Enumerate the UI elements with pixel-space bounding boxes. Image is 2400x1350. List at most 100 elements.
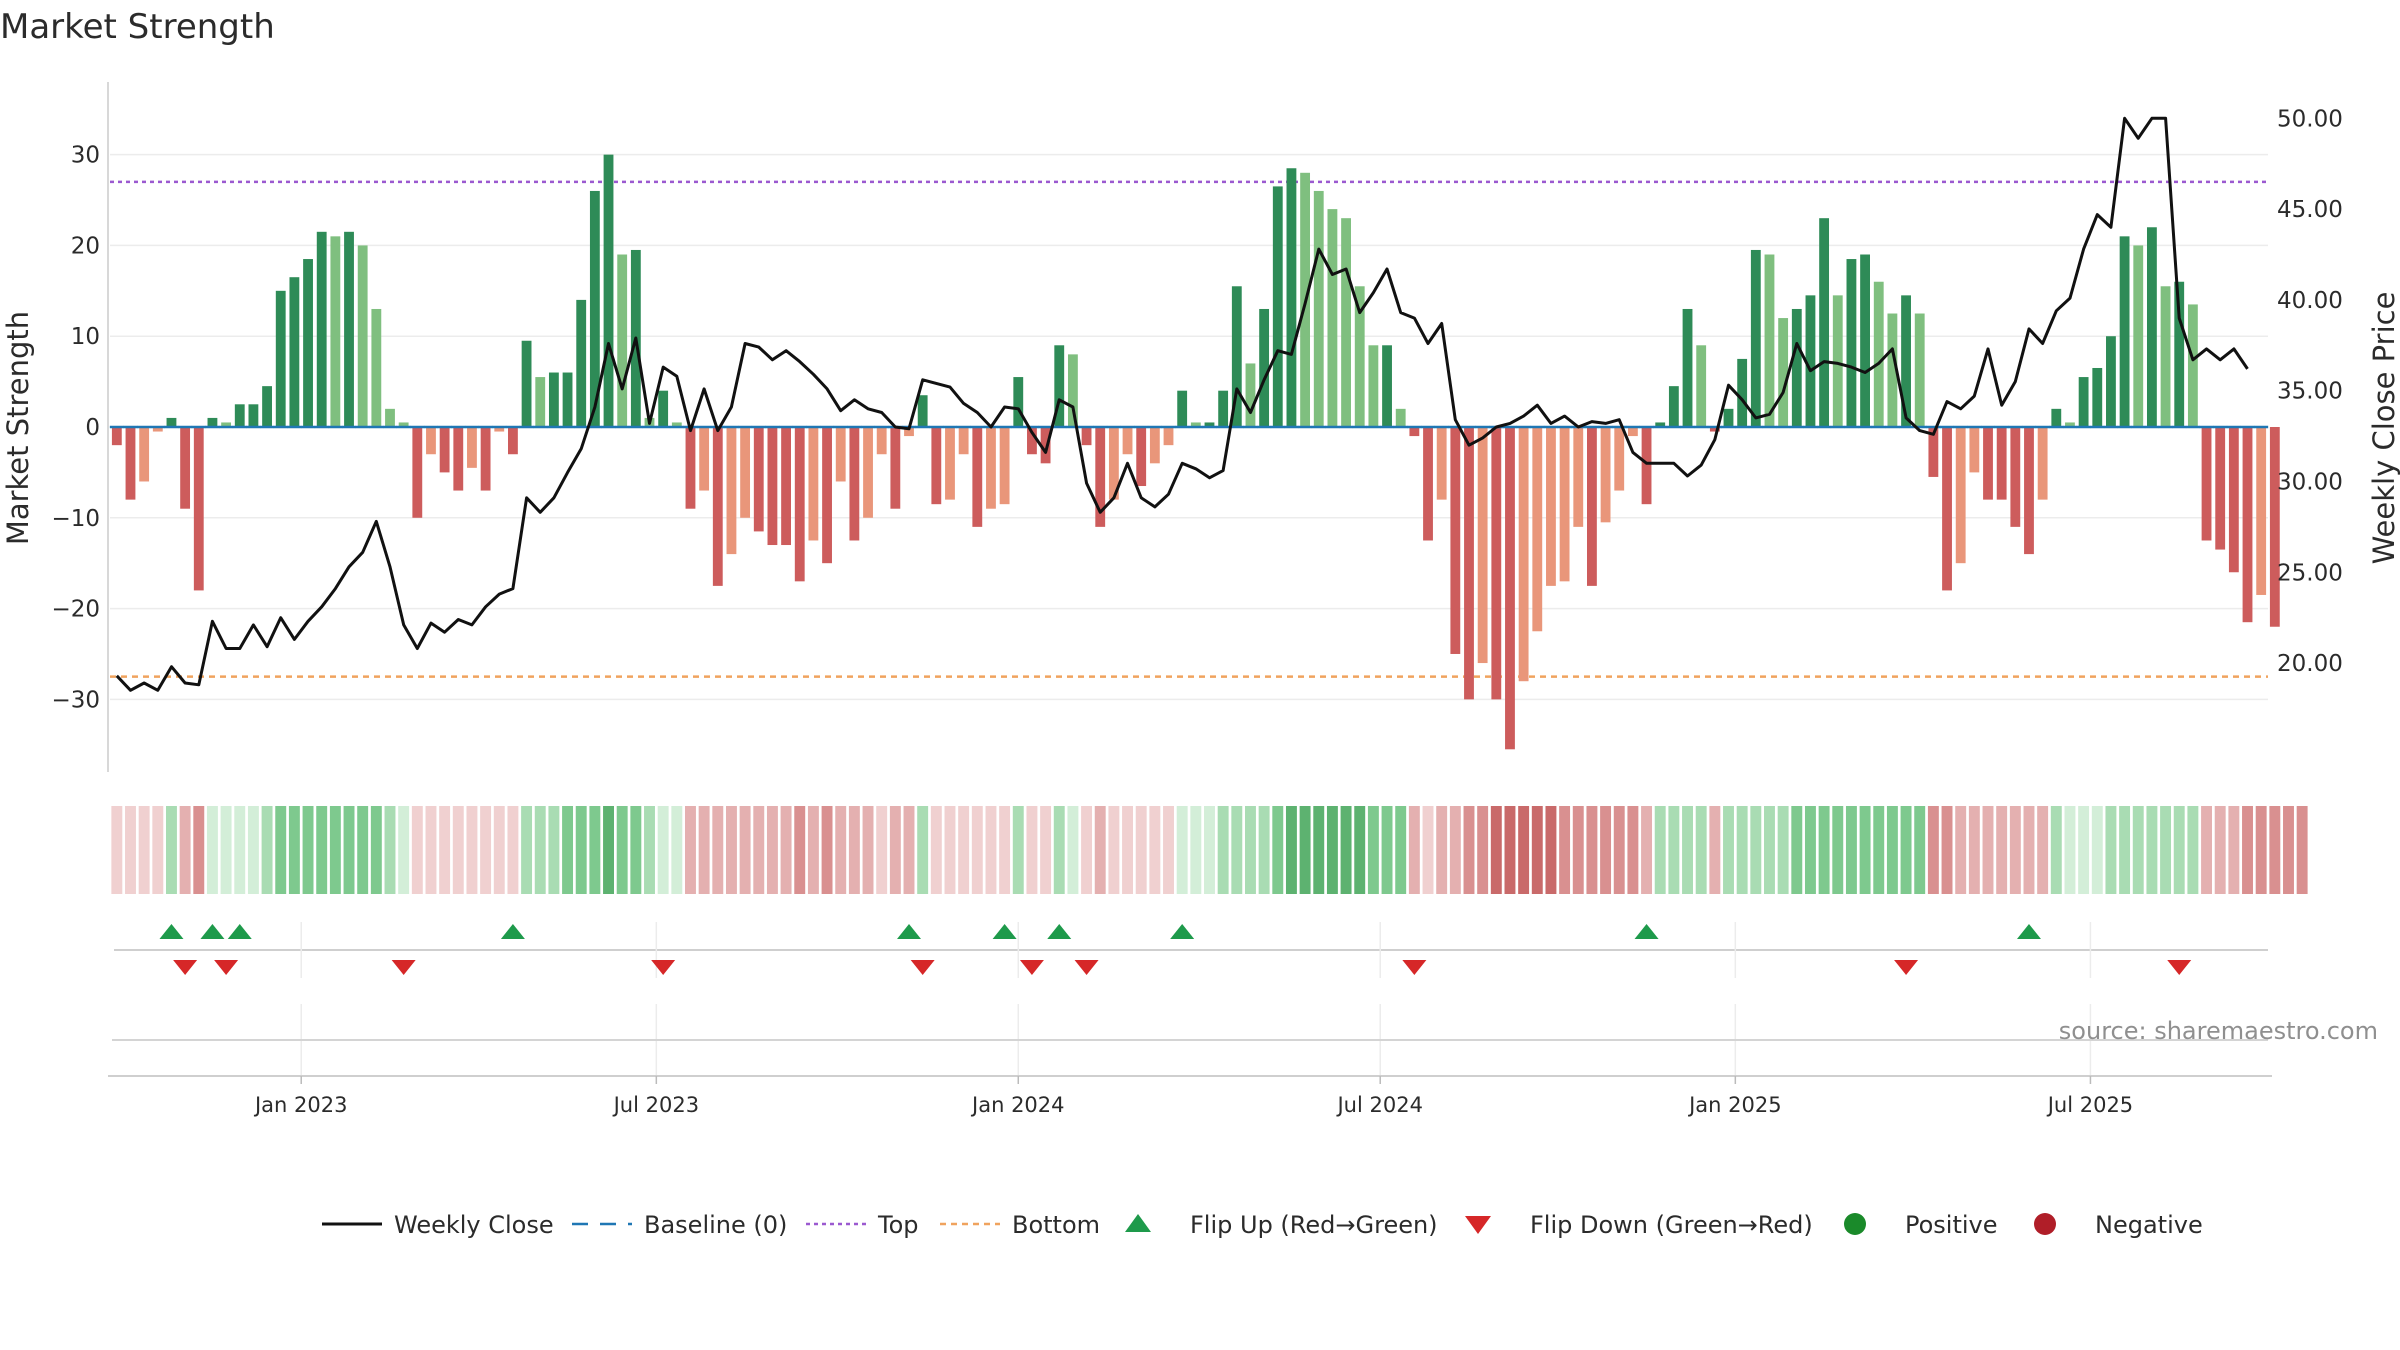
- strength-bar: [1409, 427, 1420, 437]
- heat-cell: [111, 806, 123, 894]
- heat-cell: [398, 806, 410, 894]
- strength-bar: [535, 377, 546, 427]
- strength-bar: [2024, 427, 2034, 555]
- left-tick-label: −30: [51, 687, 100, 713]
- strength-bar: [426, 427, 436, 455]
- strength-bar: [234, 404, 245, 427]
- legend-item: Weekly Close: [322, 1211, 554, 1239]
- heat-cell: [179, 806, 191, 894]
- heat-cell: [165, 806, 177, 894]
- legend-swatch-flip-down-icon: [1465, 1216, 1491, 1234]
- strength-bar: [1204, 422, 1215, 427]
- heat-cell: [2064, 806, 2076, 894]
- heat-cell: [1163, 806, 1174, 894]
- heat-cell: [247, 806, 259, 894]
- strength-bar: [1614, 427, 1625, 491]
- strength-bar: [1778, 318, 1789, 427]
- heat-cell: [685, 806, 696, 894]
- heat-cell: [357, 806, 369, 894]
- heat-cell: [1285, 806, 1297, 894]
- strength-bar: [2174, 281, 2185, 427]
- heat-cell: [425, 806, 437, 894]
- strength-bar: [1682, 308, 1693, 427]
- heat-cell: [493, 806, 505, 894]
- heat-cell: [958, 806, 970, 894]
- date-tick-label: Jul 2024: [1335, 1093, 1422, 1117]
- left-tick-label: −10: [51, 506, 100, 532]
- strength-bar: [1600, 427, 1611, 523]
- heat-cell: [2105, 806, 2117, 894]
- strength-bar: [1791, 308, 1802, 427]
- strength-bar: [712, 427, 723, 586]
- heat-cell: [917, 806, 929, 894]
- strength-bar: [330, 236, 341, 427]
- strength-bar: [289, 277, 300, 427]
- heat-cell: [1326, 806, 1338, 894]
- flip-up-marker: [200, 924, 225, 939]
- strength-bar: [1587, 427, 1597, 586]
- strength-bar: [1354, 286, 1365, 427]
- strength-bar: [2256, 427, 2267, 595]
- strength-bar: [2160, 286, 2171, 427]
- date-tick-label: Jul 2025: [2046, 1093, 2133, 1117]
- strength-bar: [1368, 345, 1379, 427]
- strength-bar: [453, 427, 464, 491]
- strength-bar: [1655, 422, 1666, 427]
- heat-cell: [889, 806, 901, 894]
- strength-bar: [835, 427, 846, 482]
- strength-bar: [521, 340, 532, 427]
- weekly-close-line: [115, 116, 2249, 692]
- legend-swatch-flip-up-icon: [1125, 1214, 1151, 1232]
- right-axis-ticks: 50.00 45.00 40.00 35.00 30.00 25.00 20.00: [2277, 106, 2343, 677]
- heat-cell: [1081, 806, 1093, 894]
- heat-cell: [1504, 806, 1516, 894]
- strength-bar: [1641, 427, 1652, 505]
- heat-cell: [1463, 806, 1475, 894]
- heat-cell: [1477, 806, 1489, 894]
- heat-cell: [288, 806, 300, 894]
- flip-up-marker: [500, 924, 525, 939]
- left-tick-label: 10: [71, 324, 100, 350]
- heat-cell: [725, 806, 737, 894]
- strength-bar: [1832, 295, 1843, 427]
- legend-swatch-positive-icon: [1844, 1213, 1866, 1235]
- heat-cell: [1449, 806, 1461, 894]
- legend-label: Negative: [2095, 1211, 2203, 1239]
- heat-cell: [821, 806, 833, 894]
- strength-bar: [412, 427, 423, 518]
- heat-cell: [1436, 806, 1448, 894]
- strength-bar: [125, 427, 136, 500]
- flip-up-marker: [1634, 924, 1659, 939]
- heat-cell: [1190, 806, 1202, 894]
- heat-cell: [944, 806, 956, 894]
- heat-cell: [876, 806, 888, 894]
- strength-bar: [221, 422, 232, 427]
- heat-cell: [1354, 806, 1366, 894]
- strength-bar: [152, 427, 163, 432]
- strength-bar: [1095, 427, 1106, 527]
- strength-bar: [1668, 386, 1679, 427]
- strength-bar: [111, 427, 122, 446]
- heat-cell: [302, 806, 314, 894]
- strength-bar: [548, 372, 559, 427]
- flip-down-marker: [214, 960, 239, 975]
- strength-bar: [1846, 259, 1857, 427]
- strength-bar: [726, 427, 737, 555]
- heat-cell: [234, 806, 246, 894]
- threshold-lines: [110, 180, 2268, 678]
- heat-cell: [1804, 806, 1816, 894]
- strength-bar: [1805, 295, 1816, 427]
- left-tick-label: −20: [51, 597, 100, 623]
- heat-cell: [220, 806, 232, 894]
- strength-bar: [863, 427, 873, 518]
- strength-bar: [1136, 427, 1147, 487]
- heat-cell: [1122, 806, 1134, 894]
- heat-cell: [657, 806, 669, 894]
- strength-bar: [1709, 427, 1720, 432]
- strength-bar: [1054, 345, 1065, 427]
- strength-bar: [2242, 427, 2253, 623]
- flip-up-marker: [1170, 924, 1195, 939]
- heat-cell: [193, 806, 205, 894]
- legend-label: Top: [877, 1211, 919, 1239]
